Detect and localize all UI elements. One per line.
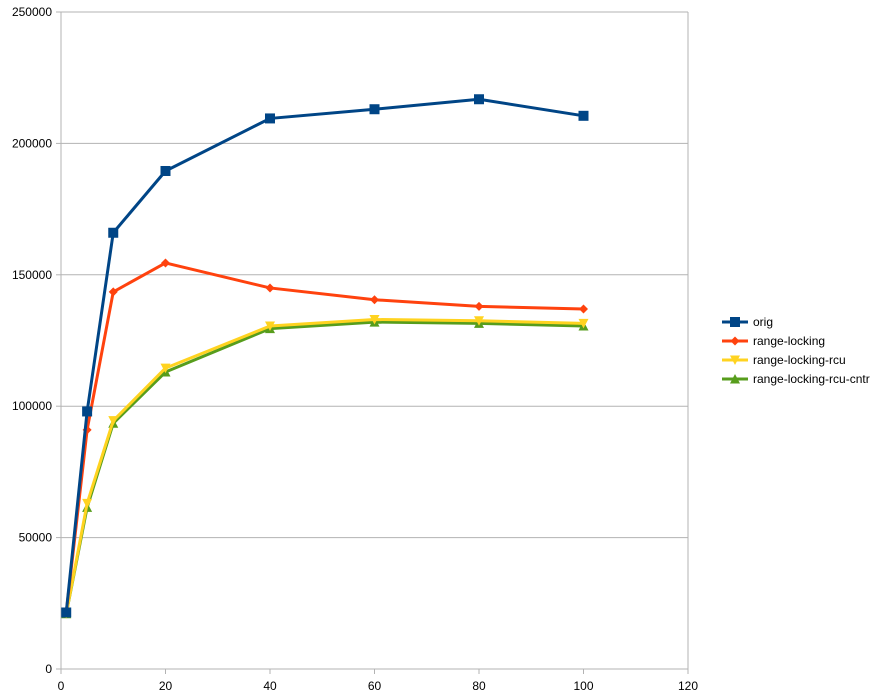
data-point-range-locking <box>474 301 484 311</box>
series-range-locking-rcu <box>61 314 589 619</box>
data-point-range-locking-rcu <box>578 318 589 329</box>
series-orig <box>61 94 589 618</box>
data-point-orig <box>474 94 484 105</box>
data-point-range-locking <box>265 283 275 293</box>
data-point-orig <box>369 104 380 115</box>
data-point-range-locking <box>579 304 588 314</box>
data-point-orig <box>578 110 589 121</box>
data-point-orig <box>265 113 275 124</box>
series-line-orig <box>64 97 584 613</box>
series-range-locking <box>61 258 588 617</box>
data-point-range-locking-rcu <box>474 316 484 326</box>
data-point-orig <box>108 227 119 238</box>
data-point-range-locking <box>161 258 170 268</box>
legend-label: range-locking <box>753 334 825 348</box>
series-range-locking-rcu-cntr <box>61 317 589 619</box>
data-point-range-locking-rcu <box>265 321 275 332</box>
y-tick-label: 200000 <box>12 136 52 150</box>
series-line-range-locking-rcu <box>64 317 584 615</box>
legend-swatch-marker <box>730 336 740 346</box>
data-point-range-locking <box>108 287 118 297</box>
y-tick-label: 50000 <box>19 531 53 545</box>
y-tick-label: 0 <box>45 662 52 676</box>
data-point-range-locking-rcu <box>108 416 119 426</box>
legend-label: range-locking-rcu <box>753 353 846 367</box>
legend-swatch-marker <box>730 317 740 327</box>
data-point-range-locking-rcu <box>369 314 380 325</box>
x-tick-label: 40 <box>263 679 277 693</box>
x-axis-ticks: 0 20 40 60 80 100 120 <box>58 669 698 693</box>
y-tick-label: 100000 <box>12 399 52 413</box>
data-point-orig <box>160 165 171 176</box>
data-point-orig <box>82 406 93 417</box>
x-tick-label: 100 <box>573 679 593 693</box>
legend: orig range-locking range-locking-rcu range-… <box>722 315 870 386</box>
legend-item-range-locking-rcu: range-locking-rcu <box>722 353 846 367</box>
series-line-range-locking-rcu-cntr <box>64 320 584 615</box>
legend-label: orig <box>753 315 773 329</box>
data-point-range-locking <box>370 295 379 305</box>
data-point-range-locking-rcu <box>82 498 93 509</box>
y-axis-ticks: 0 50000 100000 150000 200000 250000 <box>12 5 61 676</box>
legend-item-orig: orig <box>722 315 773 329</box>
data-point-range-locking-rcu <box>160 363 171 374</box>
y-tick-label: 150000 <box>12 268 52 282</box>
x-tick-label: 20 <box>159 679 173 693</box>
x-tick-label: 80 <box>472 679 486 693</box>
data-point-orig <box>61 607 72 618</box>
legend-label: range-locking-rcu-cntr <box>753 372 870 386</box>
legend-swatch-marker <box>730 355 740 365</box>
x-tick-label: 0 <box>58 679 65 693</box>
axes <box>60 12 689 669</box>
legend-item-range-locking-rcu-cntr: range-locking-rcu-cntr <box>722 372 870 386</box>
y-tick-label: 250000 <box>12 5 52 19</box>
legend-item-range-locking: range-locking <box>722 334 825 348</box>
series-line-range-locking <box>64 261 584 613</box>
x-tick-label: 120 <box>678 679 698 693</box>
data-series <box>61 94 589 619</box>
x-tick-label: 60 <box>368 679 382 693</box>
legend-swatch-marker <box>730 374 740 384</box>
